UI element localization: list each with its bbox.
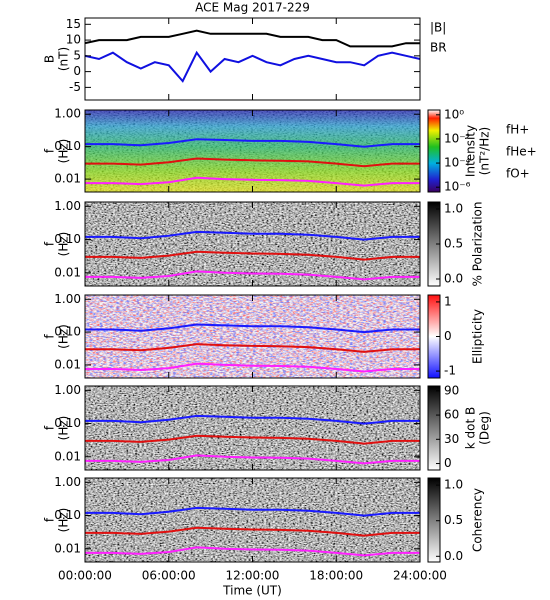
colorbar-label: Coherency [471, 488, 485, 552]
colorbar-tick-label: 30 [444, 432, 459, 446]
colorbar-tick-label: 0.0 [444, 272, 463, 286]
legend-label: fH+ [506, 123, 529, 137]
colorbar-label: (nT²/Hz) [478, 127, 492, 175]
series-line [85, 362, 420, 373]
colorbar-label: Intensity [464, 125, 478, 177]
series-line [85, 29, 420, 48]
y-tick-label: 1.00 [54, 107, 81, 121]
x-tick-label: 24:00:00 [393, 569, 447, 583]
y-axis-label: f [43, 241, 57, 246]
y-tick-label: 0 [73, 64, 81, 78]
series-line [85, 343, 420, 353]
chart-title: ACE Mag 2017-229 [195, 1, 310, 15]
series-line [85, 454, 420, 465]
colorbar-tick-label: 10⁻² [444, 131, 471, 145]
y-axis-label: (Hz) [57, 232, 71, 257]
colorbar-tick-label: 0 [444, 456, 452, 470]
colorbar-tick-label: 0.5 [444, 237, 463, 251]
legend-label: |B| [430, 21, 446, 35]
series-line [85, 434, 420, 445]
y-axis-label: (Hz) [57, 139, 71, 164]
y-tick-label: 0.01 [54, 357, 81, 371]
colorbar [427, 477, 441, 563]
y-tick-label: 0.01 [54, 265, 81, 279]
x-tick-label: 06:00:00 [142, 569, 196, 583]
y-tick-label: 0.10 [54, 325, 81, 339]
colorbar-tick-label: -1 [444, 364, 456, 378]
spectrogram [85, 478, 420, 562]
spectrogram-noise [85, 295, 420, 378]
series-line [85, 526, 420, 537]
y-axis-label: f [43, 334, 57, 339]
colorbar-label: Ellipticity [471, 309, 485, 364]
colorbar-tick-label: 10⁰ [444, 107, 464, 121]
legend-label: fHe+ [506, 145, 537, 159]
spectrogram [85, 202, 420, 286]
legend-label: fO+ [506, 167, 530, 181]
series-line [85, 157, 420, 168]
y-tick-label: 0.01 [54, 541, 81, 555]
y-axis-label: f [43, 425, 57, 430]
series-line [85, 323, 420, 334]
y-tick-label: 1.00 [54, 292, 81, 306]
y-axis-label: (Hz) [57, 508, 71, 533]
colorbar-label: % Polarization [471, 202, 485, 287]
colorbar-label: k dot B [464, 407, 478, 449]
colorbar-label: (Deg) [478, 411, 492, 445]
y-tick-label: 5 [73, 48, 81, 62]
series-line [85, 546, 420, 557]
colorbar-tick-label: 90 [444, 383, 459, 397]
colorbar-tick-label: 0.5 [444, 513, 463, 527]
series-line [85, 138, 420, 148]
series-line [85, 50, 420, 83]
y-axis-label: f [43, 148, 57, 153]
legend-label: BR [430, 41, 447, 55]
x-tick-label: 12:00:00 [226, 569, 280, 583]
series-line [85, 270, 420, 281]
y-tick-label: -5 [69, 80, 81, 94]
x-axis-label: Time (UT) [222, 584, 282, 598]
colorbar-tick-label: 0.0 [444, 549, 463, 563]
colorbar-tick-label: 1 [444, 294, 452, 308]
colorbar [427, 385, 441, 471]
y-tick-label: 0.01 [54, 449, 81, 463]
y-axis-label: B [43, 55, 57, 63]
spectrogram-noise [85, 110, 420, 192]
colorbar-tick-label: 1.0 [444, 478, 463, 492]
series-line [85, 250, 420, 261]
y-tick-label: 1.00 [54, 475, 81, 489]
x-tick-label: 18:00:00 [309, 569, 363, 583]
y-tick-label: 0.10 [54, 416, 81, 430]
y-tick-label: 0.10 [54, 508, 81, 522]
y-tick-label: 0.01 [54, 172, 81, 186]
series-line [85, 506, 420, 517]
series-line [85, 414, 420, 425]
colorbar-tick-label: 0 [444, 329, 452, 343]
y-axis-label: (Hz) [57, 324, 71, 349]
colorbar [427, 109, 441, 193]
series-line [85, 230, 420, 241]
y-tick-label: 1.00 [54, 383, 81, 397]
colorbar-tick-label: 1.0 [444, 202, 463, 216]
y-tick-label: 15 [66, 17, 81, 31]
y-axis-label: (Hz) [57, 416, 71, 441]
y-tick-label: 0.10 [54, 232, 81, 246]
x-tick-label: 00:00:00 [58, 569, 112, 583]
spectrogram [85, 386, 420, 470]
plot-frame [84, 17, 421, 101]
y-tick-label: 10 [66, 33, 81, 47]
series-line [85, 176, 420, 187]
colorbar-tick-label: 10⁻⁶ [444, 180, 471, 194]
y-tick-label: 1.00 [54, 199, 81, 213]
colorbar-tick-label: 10⁻⁴ [444, 156, 471, 170]
y-tick-label: 0.10 [54, 139, 81, 153]
y-axis-label: f [43, 517, 57, 522]
colorbar-tick-label: 60 [444, 408, 459, 422]
y-axis-label: (nT) [57, 47, 71, 71]
